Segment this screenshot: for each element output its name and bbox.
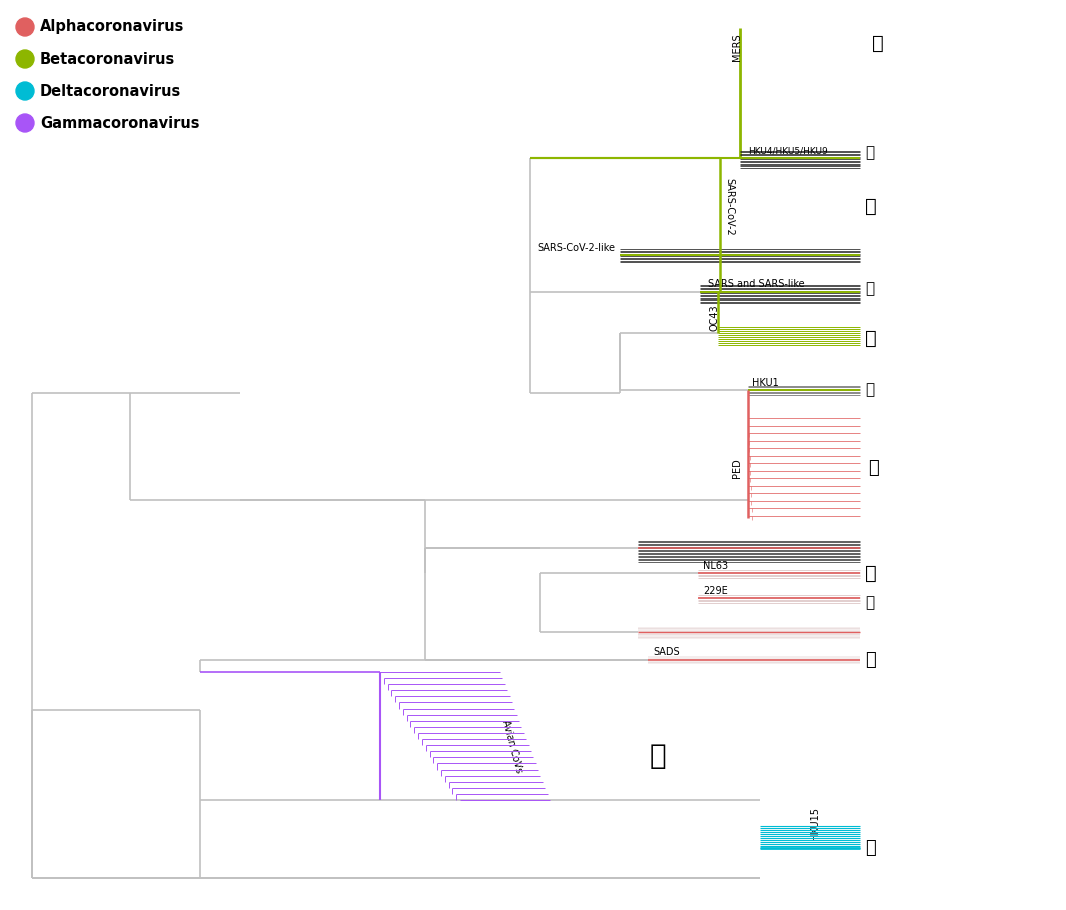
Circle shape [16, 50, 34, 68]
Text: 🦇: 🦇 [865, 281, 874, 297]
Text: 🚶: 🚶 [865, 197, 876, 216]
Text: MERS: MERS [732, 33, 742, 61]
Circle shape [16, 114, 34, 132]
Text: NL63: NL63 [702, 561, 728, 571]
Text: 🦇: 🦇 [865, 595, 874, 611]
Text: HKU4/HKU5/HKU9: HKU4/HKU5/HKU9 [748, 147, 828, 156]
Text: 🐄: 🐄 [865, 839, 876, 857]
Text: SARS and SARS-like: SARS and SARS-like [708, 279, 805, 289]
Text: PED: PED [732, 458, 742, 478]
Text: Alphacoronavirus: Alphacoronavirus [41, 19, 184, 35]
Text: 🚶: 🚶 [865, 329, 876, 348]
Text: 🚶: 🚶 [872, 34, 884, 53]
Text: Avian CoVs: Avian CoVs [500, 719, 523, 773]
Text: 🦇: 🦇 [865, 146, 874, 160]
Text: 🐷: 🐷 [868, 459, 878, 477]
Text: Deltacoronavirus: Deltacoronavirus [41, 84, 181, 98]
Text: 🐷: 🐷 [865, 651, 876, 669]
Text: SADS: SADS [653, 647, 680, 657]
Text: 🚶: 🚶 [865, 563, 876, 582]
Text: HKU1: HKU1 [752, 378, 779, 388]
Text: SARS-CoV-2-like: SARS-CoV-2-like [537, 243, 615, 253]
Text: HKU15: HKU15 [810, 807, 820, 840]
Text: OC43: OC43 [709, 304, 718, 331]
Text: 🐦: 🐦 [650, 742, 666, 770]
Circle shape [16, 18, 34, 36]
Text: 229E: 229E [702, 586, 728, 596]
Text: Gammacoronavirus: Gammacoronavirus [41, 116, 199, 130]
Circle shape [16, 82, 34, 100]
Text: Betacoronavirus: Betacoronavirus [41, 52, 175, 66]
Text: SARS-CoV-2: SARS-CoV-2 [724, 177, 734, 236]
Text: 🦇: 🦇 [865, 382, 874, 398]
